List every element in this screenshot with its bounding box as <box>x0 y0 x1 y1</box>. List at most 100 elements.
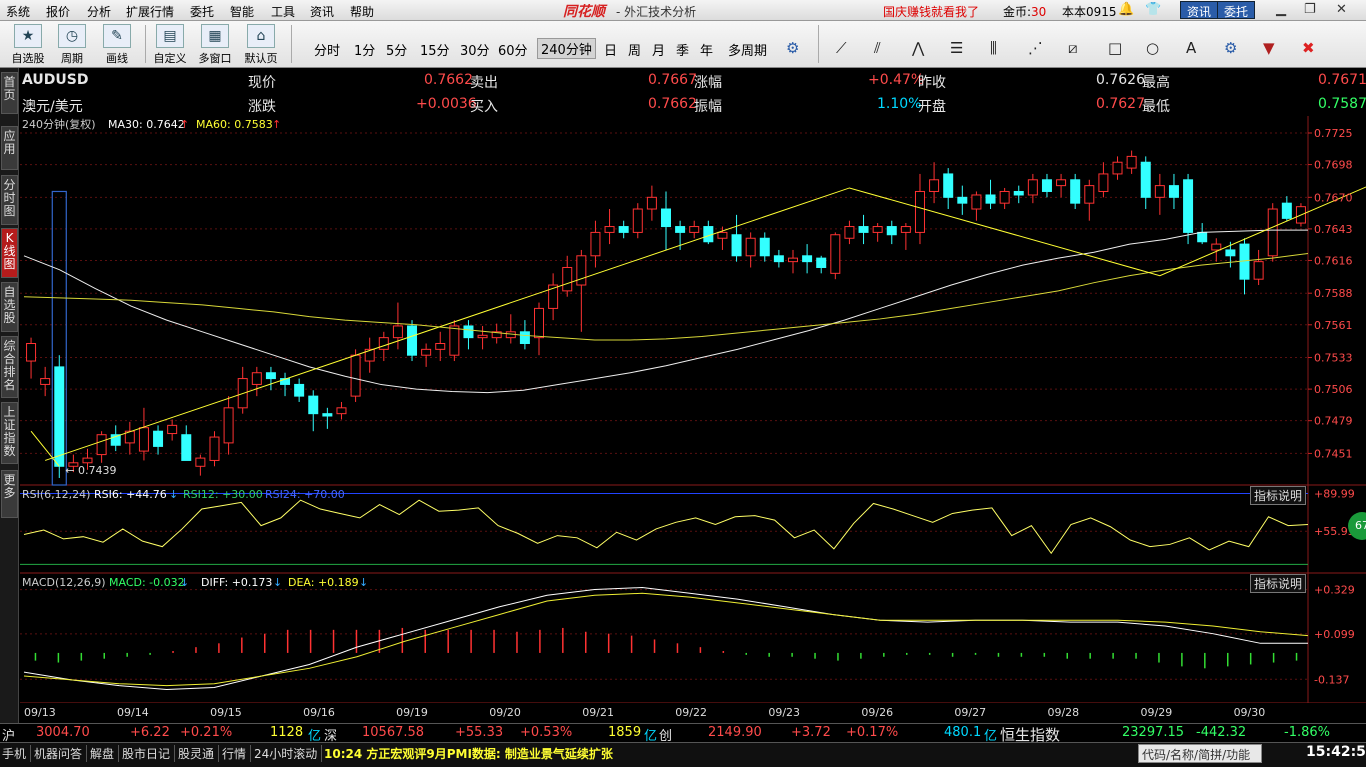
candle-body <box>167 424 178 435</box>
candle-body <box>534 307 545 339</box>
tab-apps[interactable]: 应用 <box>1 126 18 170</box>
period-week[interactable]: 周 <box>628 44 642 59</box>
macd-title: MACD(12,26,9) <box>22 576 106 589</box>
close-icon[interactable]: ✕ <box>1336 2 1347 17</box>
bottom-tab-ling[interactable]: 股灵通 <box>178 745 220 762</box>
draw-line-button[interactable]: ✎ 画线 <box>97 24 137 66</box>
clock-icon: ◷ <box>58 24 86 48</box>
bottom-tab-24h[interactable]: 24小时滚动 <box>254 745 323 762</box>
tab-timeshare[interactable]: 分时图 <box>1 175 18 225</box>
period-timeshare[interactable]: 分时 <box>314 44 341 59</box>
rsi-explain-button[interactable]: 指标说明 <box>1250 486 1307 505</box>
period-day[interactable]: 日 <box>604 44 618 59</box>
prev-close-value: 0.7626 <box>1096 72 1145 88</box>
diff-line <box>23 587 1308 690</box>
multi-window-button[interactable]: ▦ 多窗口 <box>195 24 235 66</box>
period-year[interactable]: 年 <box>700 44 714 59</box>
macd-explain-button[interactable]: 指标说明 <box>1250 574 1307 593</box>
bottom-tab-mobile[interactable]: 手机 <box>2 745 32 762</box>
tab-watchlist[interactable]: 自选股 <box>1 282 18 332</box>
menu-tools[interactable]: 工具 <box>271 5 296 19</box>
parallel-lines-icon[interactable]: ⫽ <box>874 39 881 57</box>
bell-icon[interactable]: 🔔 <box>1118 2 1135 17</box>
star-icon: ★ <box>14 24 42 48</box>
tab-home[interactable]: 首页 <box>1 72 18 114</box>
gear-icon[interactable]: ⚙ <box>786 39 800 57</box>
menu-help[interactable]: 帮助 <box>350 5 375 19</box>
fib-lines-icon[interactable]: ☰ <box>950 39 964 57</box>
tab-more[interactable]: 更多 <box>1 470 18 518</box>
x-tick-label: 09/26 <box>861 706 894 719</box>
tab-sh-index[interactable]: 上证指数 <box>1 402 18 464</box>
line-tool-icon[interactable]: ⟋ <box>836 39 847 57</box>
menu-system[interactable]: 系统 <box>6 5 31 19</box>
restore-icon[interactable]: ❐ <box>1304 2 1316 17</box>
search-input[interactable]: 代码/名称/简拼/功能 <box>1138 744 1262 763</box>
macd-label: MACD: -0.032 <box>109 576 185 589</box>
menu-smart[interactable]: 智能 <box>230 5 255 19</box>
buy-label: 买入 <box>470 99 498 115</box>
x-tick-label: 09/30 <box>1233 706 1266 719</box>
high-value: 0.7671 <box>1318 72 1366 88</box>
save-icon[interactable]: ▼ <box>1263 39 1275 57</box>
tab-kline[interactable]: K线图 <box>1 228 18 278</box>
candle-body <box>251 372 262 385</box>
period-multi[interactable]: 多周期 <box>728 44 768 59</box>
text-tool-icon[interactable]: A <box>1186 39 1197 57</box>
window-title: - 外汇技术分析 <box>616 5 697 19</box>
bottom-tab-diary[interactable]: 股市日记 <box>122 745 176 762</box>
period-5min[interactable]: 5分 <box>386 44 408 59</box>
bottom-tab-qa[interactable]: 机器问答 <box>34 745 88 762</box>
candle-body <box>181 434 192 461</box>
hs-label: 恒生指数 <box>1000 726 1061 744</box>
menu-trade[interactable]: 委托 <box>190 5 215 19</box>
sz-index-value: 10567.58 <box>362 725 425 740</box>
circle-icon[interactable]: ○ <box>1146 39 1160 57</box>
shirt-icon[interactable]: 👕 <box>1145 2 1162 17</box>
rsi6-label: RSI6: +44.76 <box>94 488 167 501</box>
tab-ranking[interactable]: 综合排名 <box>1 336 18 398</box>
menu-quote[interactable]: 报价 <box>46 5 71 19</box>
bottom-tab-market[interactable]: 行情 <box>222 745 252 762</box>
floating-badge[interactable]: 67 <box>1348 512 1366 540</box>
period-15min[interactable]: 15分 <box>420 44 450 59</box>
rectangle-icon[interactable]: □ <box>1108 39 1123 57</box>
draw-settings-icon[interactable]: ⚙ <box>1224 39 1238 57</box>
toolbar: ★ 自选股 ◷ 周期 ✎ 画线 ▤ 自定义 ▦ 多窗口 ⌂ 默认页 分时 1分 5分 15分… <box>0 21 1366 68</box>
menu-news[interactable]: 资讯 <box>310 5 335 19</box>
period-button[interactable]: ◷ 周期 <box>52 24 92 66</box>
watchlist-button[interactable]: ★ 自选股 <box>8 24 48 66</box>
period-30min[interactable]: 30分 <box>460 44 490 59</box>
period-60min[interactable]: 60分 <box>498 44 528 59</box>
delete-icon[interactable]: ✖ <box>1302 39 1315 57</box>
period-month[interactable]: 月 <box>652 44 666 59</box>
dea-line <box>23 592 1309 687</box>
candle-body <box>661 208 671 228</box>
minimize-icon[interactable]: ▁ <box>1276 2 1286 17</box>
news-button[interactable]: 资讯 <box>1180 1 1219 19</box>
menu-analysis[interactable]: 分析 <box>87 5 112 19</box>
candle-body <box>830 234 841 274</box>
channel-icon[interactable]: ⧄ <box>1068 39 1078 57</box>
x-axis: 09/13 09/14 09/15 09/16 09/19 09/20 09/21 09/22… <box>20 703 1366 723</box>
wave-line-icon[interactable]: ⋀ <box>912 39 925 57</box>
custom-button[interactable]: ▤ 自定义 <box>150 24 190 66</box>
period-1min[interactable]: 1分 <box>354 44 376 59</box>
vertical-lines-icon[interactable]: ⫼ <box>990 39 997 57</box>
default-page-button[interactable]: ⌂ 默认页 <box>241 24 281 66</box>
period-240min[interactable]: 240分钟 <box>537 38 596 59</box>
bottom-tab-analysis[interactable]: 解盘 <box>90 745 120 762</box>
candle-body <box>646 196 657 210</box>
promo-link[interactable]: 国庆赚钱就看我了 <box>883 5 980 19</box>
kline-chart[interactable]: ← 0.7710← 0.7439 0.7725 0.7698 0.7670 0.764… <box>20 116 1366 703</box>
price-tick-label: 0.7479 <box>1314 415 1353 428</box>
candle-body <box>858 226 869 233</box>
cy-label: 创 <box>659 729 673 744</box>
period-quarter[interactable]: 季 <box>676 44 690 59</box>
fan-lines-icon[interactable]: ⋰ <box>1028 39 1043 57</box>
menu-extended-quotes[interactable]: 扩展行情 <box>126 5 175 19</box>
news-ticker[interactable]: 10:24 方正宏观评9月PMI数据: 制造业景气延续扩张 <box>324 747 613 761</box>
trade-button[interactable]: 委托 <box>1217 1 1256 19</box>
x-tick-label: 09/14 <box>117 706 149 719</box>
gold-coins[interactable]: 金币:30 <box>1003 5 1047 19</box>
